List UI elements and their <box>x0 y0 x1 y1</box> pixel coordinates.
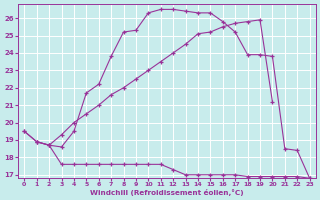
X-axis label: Windchill (Refroidissement éolien,°C): Windchill (Refroidissement éolien,°C) <box>90 189 244 196</box>
